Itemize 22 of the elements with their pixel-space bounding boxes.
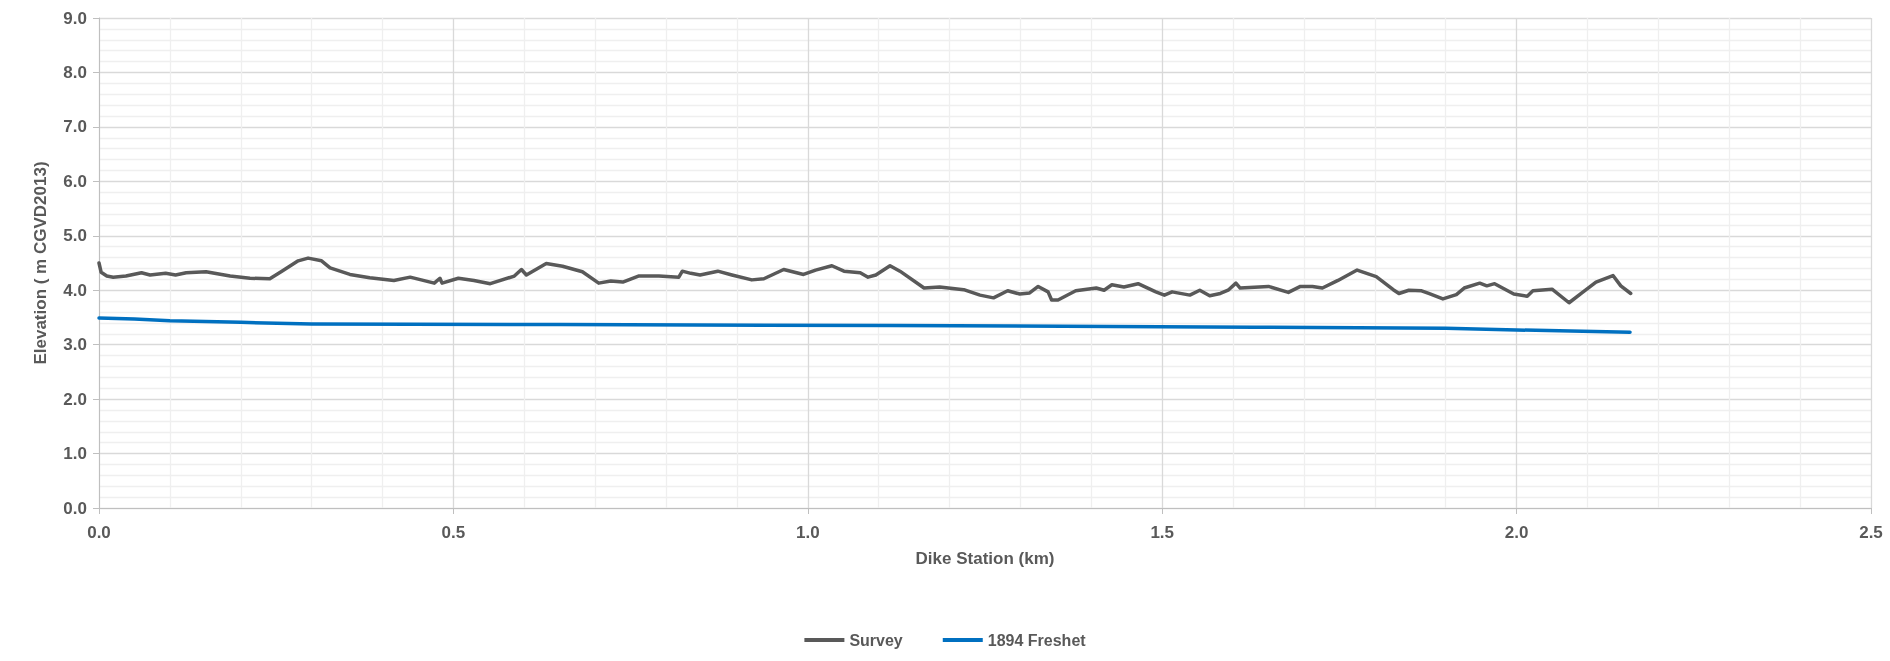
- y-tick-label: 7.0: [63, 117, 87, 137]
- y-tick-label: 5.0: [63, 226, 87, 246]
- x-tick-label: 0.5: [441, 523, 466, 542]
- y-tick-label: 0.0: [63, 498, 87, 518]
- x-tick-label: 0.0: [87, 523, 111, 542]
- x-tick-label: 2.5: [1859, 523, 1883, 542]
- y-tick-label: 1.0: [63, 444, 87, 464]
- x-tick-label: 1.0: [795, 523, 820, 542]
- x-axis-title: Dike Station (km): [915, 549, 1055, 568]
- y-tick-label: 6.0: [63, 171, 87, 191]
- legend-label: 1894 Freshet: [987, 631, 1087, 649]
- line-series: [97, 316, 1632, 334]
- y-axis-title: Elevation ( m CGVD2013): [31, 161, 50, 365]
- y-tick-label: 9.0: [63, 8, 87, 28]
- y-tick-label: 3.0: [63, 335, 87, 355]
- legend-label: Survey: [849, 631, 903, 649]
- y-tick-label: 4.0: [63, 280, 87, 300]
- x-tick-label: 1.5: [1150, 523, 1175, 542]
- y-tick-label: 8.0: [63, 62, 87, 82]
- line-series: [97, 256, 1633, 305]
- x-tick-label: 2.0: [1504, 523, 1529, 542]
- y-tick-label: 2.0: [63, 389, 87, 409]
